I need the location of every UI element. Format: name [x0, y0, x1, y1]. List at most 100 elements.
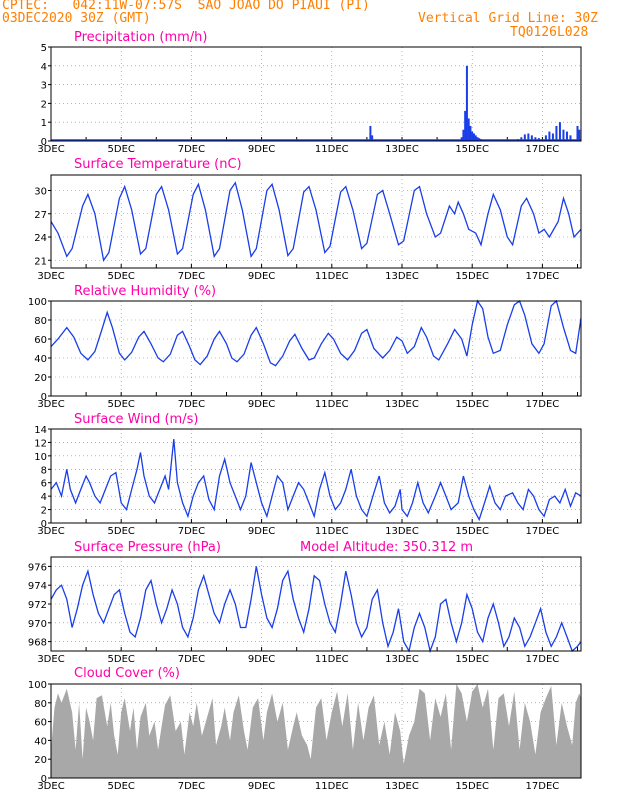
precip-bar [472, 133, 475, 141]
precip-xtick-label: 9DEC [248, 144, 275, 155]
precip-bar [578, 129, 581, 141]
temp-xtick-label: 9DEC [248, 271, 275, 282]
cloud-frame [50, 683, 582, 779]
precip-bar [469, 125, 472, 141]
precip-ytick-label: 3 [41, 81, 47, 92]
wind-ytick-label: 6 [41, 479, 47, 490]
precip-xtick-label: 11DEC [315, 144, 349, 155]
precip-bar [460, 137, 463, 141]
precip-bar [464, 110, 467, 141]
header-grid-note: Vertical Grid Line: 30Z [418, 11, 599, 26]
wind-title: Surface Wind (m/s) [74, 412, 198, 427]
precip-bar [462, 129, 465, 141]
wind-ytick-label: 12 [34, 438, 47, 449]
pressure-xtick-label: 15DEC [455, 654, 489, 665]
precip-bar [534, 137, 537, 141]
precip-xtick-label: 3DEC [37, 144, 64, 155]
precip-bar [562, 129, 565, 141]
temp-xtick-label: 11DEC [315, 271, 349, 282]
cloud-xtick-label: 7DEC [178, 781, 205, 792]
cloud-ytick-label: 20 [34, 755, 47, 766]
pressure-xtick-label: 13DEC [385, 654, 419, 665]
temp-ytick-label: 30 [34, 187, 47, 198]
temp-xtick-label: 13DEC [385, 271, 419, 282]
rh-line [50, 299, 582, 367]
wind-xtick-label: 3DEC [37, 526, 64, 537]
temp-xtick-label: 7DEC [178, 271, 205, 282]
wind-ytick-label: 0 [41, 519, 47, 530]
precip-title: Precipitation (mm/h) [74, 30, 207, 45]
precip-bar [576, 125, 579, 141]
cloud-area [51, 684, 581, 778]
precip-bar [551, 133, 554, 141]
temp-ytick-label: 24 [34, 233, 47, 244]
cloud-xtick-label: 11DEC [315, 781, 349, 792]
temp-xtick-label: 15DEC [455, 271, 489, 282]
pressure-frame [50, 556, 582, 652]
rh-ytick-label: 100 [28, 297, 47, 308]
wind-ytick-label: 14 [34, 425, 47, 436]
cloud-xtick-label: 3DEC [37, 781, 64, 792]
precip-xtick-label: 7DEC [178, 144, 205, 155]
precip-ytick-label: 0 [41, 137, 47, 148]
wind-xtick-label: 5DEC [108, 526, 135, 537]
precip-bar [544, 135, 547, 141]
cloud-title: Cloud Cover (%) [74, 666, 180, 681]
rh-ytick-label: 40 [34, 354, 47, 365]
rh-ytick-label: 0 [41, 392, 47, 403]
pressure-xtick-label: 17DEC [526, 654, 560, 665]
precip-bar [569, 135, 572, 141]
precip-bar [541, 139, 544, 141]
wind-xtick-label: 17DEC [526, 526, 560, 537]
pressure-ytick-label: 976 [28, 562, 47, 573]
precip-ytick-label: 4 [41, 62, 47, 73]
pressure-ytick-label: 972 [28, 600, 47, 611]
precip-bar [548, 131, 551, 141]
pressure-xtick-label: 5DEC [108, 654, 135, 665]
precip-bar [465, 65, 468, 141]
rh-title: Relative Humidity (%) [74, 284, 216, 299]
rh-xtick-label: 5DEC [108, 399, 135, 410]
rh-xtick-label: 11DEC [315, 399, 349, 410]
wind-xtick-label: 15DEC [455, 526, 489, 537]
precip-xtick-label: 15DEC [455, 144, 489, 155]
temp-xtick-label: 3DEC [37, 271, 64, 282]
cloud-ytick-label: 80 [34, 699, 47, 710]
cloud-ytick-label: 40 [34, 736, 47, 747]
precip-xtick-label: 5DEC [108, 144, 135, 155]
precip-bar [467, 118, 470, 141]
pressure-ytick-label: 970 [28, 619, 47, 630]
cloud-xtick-label: 15DEC [455, 781, 489, 792]
rh-ytick-label: 60 [34, 335, 47, 346]
header-station: CPTEC: 042:11W-07:57S SAO JOAO DO PIAUI … [2, 0, 370, 13]
header-model-code: TQ0126L028 [510, 25, 589, 40]
wind-xtick-label: 9DEC [248, 526, 275, 537]
temp-xtick-label: 17DEC [526, 271, 560, 282]
precip-bar [369, 125, 372, 141]
precip-bar [478, 138, 481, 141]
rh-frame [50, 300, 582, 397]
wind-ytick-label: 10 [34, 452, 47, 463]
pressure-panel: Surface Pressure (hPa) Model Altitude: 35… [28, 540, 582, 665]
wind-panel: Surface Wind (m/s) 0 2 4 6 8 10 12 14 3DEC 5DEC 7DE… [34, 412, 582, 537]
wind-line [50, 439, 582, 522]
temp-panel: Surface Temperature (nC) 21 24 27 30 3DEC 5DEC… [34, 157, 582, 282]
precip-bar [523, 134, 526, 141]
temp-ytick-label: 21 [34, 256, 47, 267]
rh-panel: Relative Humidity (%) 0 20 40 60 80 100 3DEC 5DE… [28, 284, 582, 410]
wind-xtick-label: 11DEC [315, 526, 349, 537]
pressure-line [50, 566, 582, 654]
cloud-xtick-label: 13DEC [385, 781, 419, 792]
temp-xtick-label: 5DEC [108, 271, 135, 282]
pressure-xtick-label: 7DEC [178, 654, 205, 665]
rh-xtick-label: 15DEC [455, 399, 489, 410]
temp-frame [50, 174, 582, 269]
precip-xtick-label: 13DEC [385, 144, 419, 155]
wind-ytick-label: 4 [41, 492, 47, 503]
precip-ytick-label: 5 [41, 43, 47, 54]
pressure-annotation: Model Altitude: 350.312 m [300, 540, 473, 555]
temp-title: Surface Temperature (nC) [74, 157, 242, 172]
wind-ytick-label: 8 [41, 465, 47, 476]
wind-xtick-label: 7DEC [178, 526, 205, 537]
precip-bar [565, 131, 568, 141]
